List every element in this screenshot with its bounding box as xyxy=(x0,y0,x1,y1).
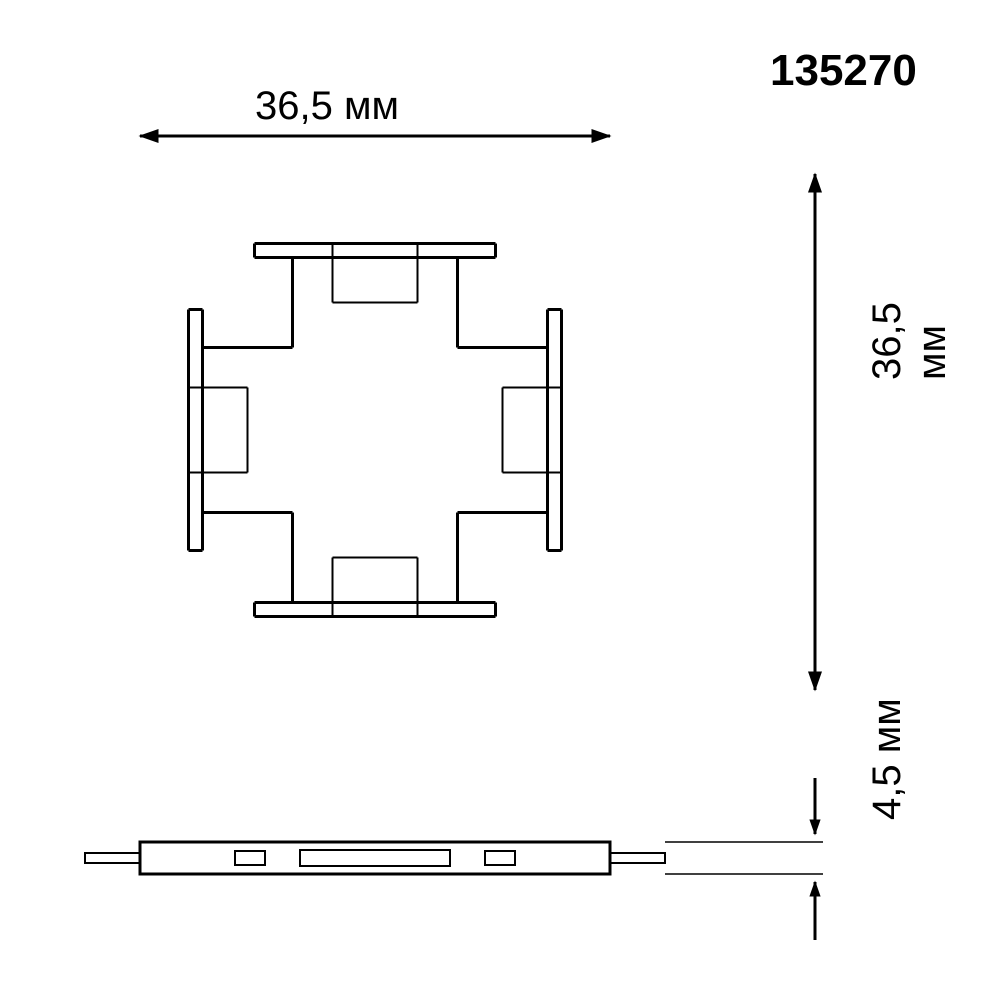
dimension-width-label: 36,5 мм xyxy=(255,84,399,129)
dimension-height-label: 36,5 мм xyxy=(865,245,955,380)
technical-drawing xyxy=(0,0,1000,1000)
part-number: 135270 xyxy=(770,46,917,96)
dimension-thickness-label: 4,5 мм xyxy=(865,698,910,820)
